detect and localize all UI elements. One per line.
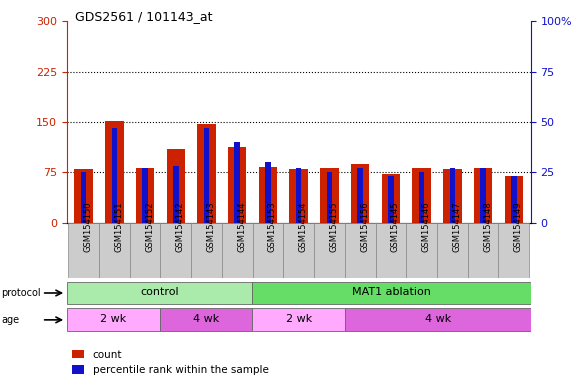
Text: MAT1 ablation: MAT1 ablation	[352, 287, 431, 297]
Bar	[419, 172, 425, 223]
Text: GSM154147: GSM154147	[452, 202, 461, 253]
FancyBboxPatch shape	[191, 223, 222, 278]
FancyBboxPatch shape	[437, 223, 467, 278]
Text: GSM154152: GSM154152	[145, 202, 154, 252]
Text: GSM154143: GSM154143	[206, 202, 216, 253]
Text: GSM154148: GSM154148	[483, 202, 492, 253]
Bar	[234, 142, 240, 223]
FancyBboxPatch shape	[345, 308, 531, 331]
FancyBboxPatch shape	[130, 223, 161, 278]
Text: protocol: protocol	[1, 288, 41, 298]
Bar	[351, 164, 369, 223]
Text: GSM154153: GSM154153	[268, 202, 277, 253]
FancyBboxPatch shape	[467, 223, 498, 278]
FancyBboxPatch shape	[252, 308, 345, 331]
Bar	[450, 168, 455, 223]
FancyBboxPatch shape	[222, 223, 253, 278]
Text: age: age	[1, 315, 19, 325]
Bar	[204, 128, 209, 223]
FancyBboxPatch shape	[314, 223, 345, 278]
FancyBboxPatch shape	[160, 308, 252, 331]
Bar	[296, 168, 302, 223]
Legend: count, percentile rank within the sample: count, percentile rank within the sample	[72, 350, 269, 375]
Bar	[357, 168, 363, 223]
FancyBboxPatch shape	[345, 223, 375, 278]
Text: control: control	[140, 287, 179, 297]
Text: GDS2561 / 101143_at: GDS2561 / 101143_at	[75, 10, 213, 23]
Bar	[265, 162, 271, 223]
Text: GSM154155: GSM154155	[329, 202, 338, 252]
FancyBboxPatch shape	[406, 223, 437, 278]
FancyBboxPatch shape	[67, 308, 160, 331]
Bar	[111, 128, 117, 223]
Bar	[197, 124, 216, 223]
Text: GSM154154: GSM154154	[299, 202, 308, 252]
Text: GSM154149: GSM154149	[514, 202, 523, 252]
FancyBboxPatch shape	[375, 223, 406, 278]
FancyBboxPatch shape	[284, 223, 314, 278]
Bar	[228, 147, 246, 223]
Text: GSM154150: GSM154150	[84, 202, 93, 252]
Bar	[259, 167, 277, 223]
Bar	[412, 168, 431, 223]
Bar	[382, 174, 400, 223]
FancyBboxPatch shape	[253, 223, 284, 278]
Bar	[81, 172, 86, 223]
FancyBboxPatch shape	[99, 223, 130, 278]
Bar	[505, 176, 523, 223]
Bar	[105, 121, 124, 223]
Bar	[136, 168, 154, 223]
Text: GSM154145: GSM154145	[391, 202, 400, 252]
Bar	[327, 172, 332, 223]
FancyBboxPatch shape	[67, 281, 252, 304]
Text: GSM154156: GSM154156	[360, 202, 369, 253]
Text: 2 wk: 2 wk	[285, 314, 312, 324]
FancyBboxPatch shape	[498, 223, 529, 278]
Bar	[142, 168, 148, 223]
Bar	[388, 176, 394, 223]
Bar	[166, 149, 185, 223]
Bar	[74, 169, 93, 223]
Text: GSM154146: GSM154146	[422, 202, 430, 253]
FancyBboxPatch shape	[252, 281, 531, 304]
Bar	[289, 169, 308, 223]
FancyBboxPatch shape	[68, 223, 99, 278]
Text: 4 wk: 4 wk	[425, 314, 451, 324]
Bar	[173, 166, 179, 223]
Text: GSM154142: GSM154142	[176, 202, 185, 252]
Text: GSM154144: GSM154144	[237, 202, 246, 252]
FancyBboxPatch shape	[161, 223, 191, 278]
Bar	[511, 176, 517, 223]
Text: 2 wk: 2 wk	[100, 314, 126, 324]
Text: GSM154151: GSM154151	[114, 202, 124, 252]
Text: 4 wk: 4 wk	[193, 314, 219, 324]
Bar	[480, 168, 486, 223]
Bar	[474, 168, 492, 223]
Bar	[443, 169, 462, 223]
Bar	[320, 168, 339, 223]
